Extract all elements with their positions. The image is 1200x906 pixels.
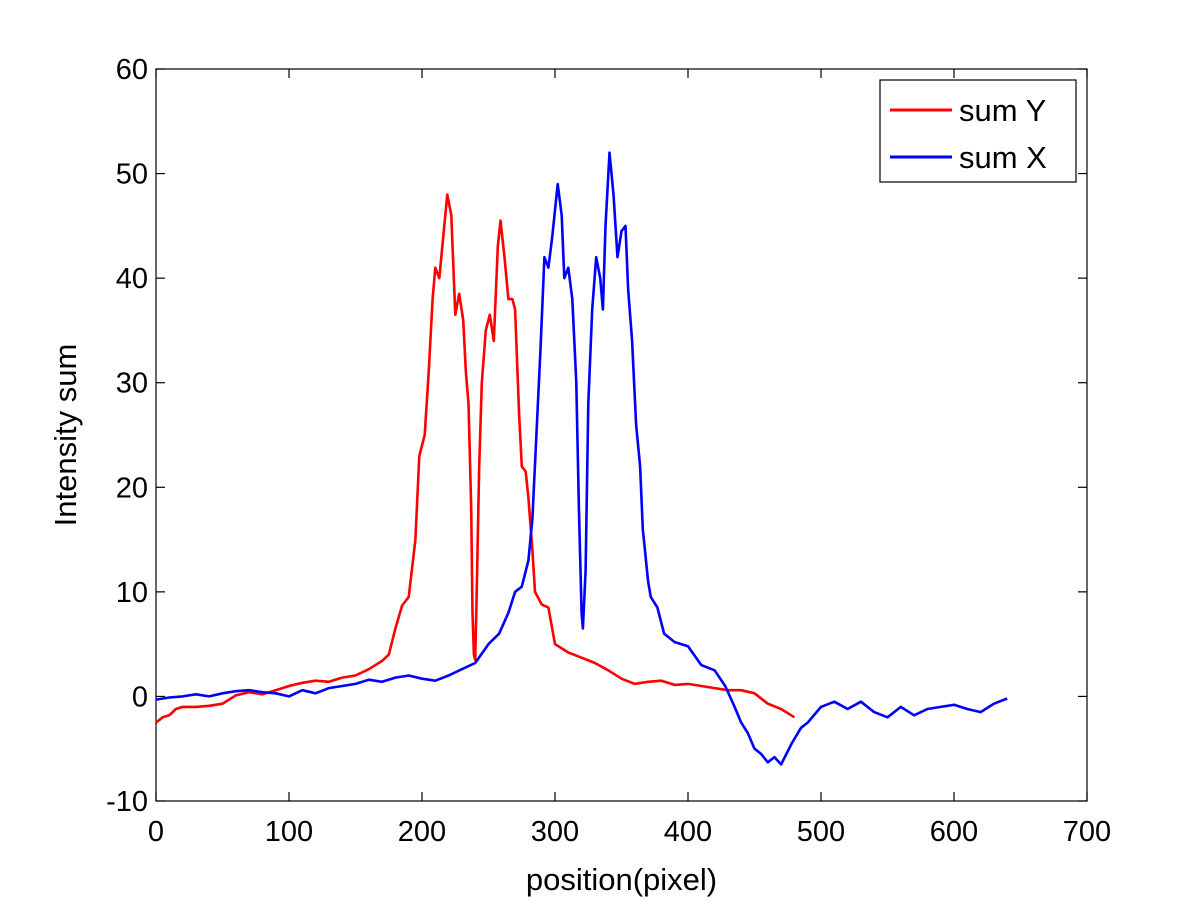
y-tick-label: 30	[116, 368, 148, 400]
x-tick-label: 500	[797, 816, 845, 848]
y-tick-label: 0	[132, 681, 148, 713]
series-line-sum-y	[155, 193, 796, 724]
x-tick-label: 0	[148, 816, 164, 848]
series-line-sum-x	[155, 151, 1008, 766]
y-tick-label: 40	[116, 263, 148, 295]
y-tick-label: 50	[116, 159, 148, 191]
series-layer	[155, 151, 1008, 766]
legend-box	[879, 79, 1077, 183]
legend-label-sum-x: sum X	[959, 140, 1047, 175]
y-tick-label: 60	[116, 54, 148, 86]
legend: sum Y sum X	[879, 79, 1077, 183]
y-tick-label: -10	[106, 786, 148, 818]
x-tick-label: 300	[531, 816, 579, 848]
x-tick-label: 200	[398, 816, 446, 848]
x-tick-label: 100	[265, 816, 313, 848]
y-tick-label: 10	[116, 577, 148, 609]
y-tick-label: 20	[116, 472, 148, 504]
x-tick-label: 400	[664, 816, 712, 848]
y-axis-label: Intensity sum	[48, 344, 83, 527]
x-tick-label: 600	[930, 816, 978, 848]
x-axis-label: position(pixel)	[526, 862, 717, 897]
legend-label-sum-y: sum Y	[959, 93, 1046, 128]
x-tick-label: 700	[1063, 816, 1111, 848]
